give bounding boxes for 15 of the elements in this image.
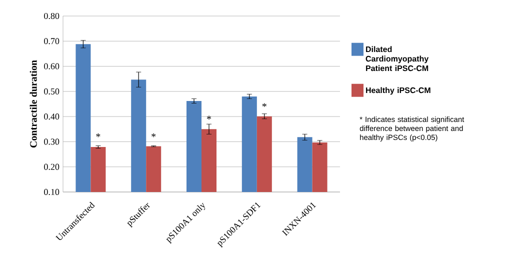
y-tick-label: 0.60 — [44, 63, 60, 70]
y-axis-title: Contractile duration — [30, 60, 37, 148]
annotation: * — [96, 133, 100, 138]
legend-label: Healthy iPSC-CM — [366, 87, 430, 95]
y-tick-label: 0.50 — [44, 88, 60, 94]
y-tick-label: 0.80 — [44, 12, 60, 20]
annotation: * — [262, 103, 266, 107]
y-tick-label: 0.20 — [44, 164, 60, 170]
annotation: * — [206, 116, 212, 120]
y-tick-label: 0.40 — [44, 114, 60, 120]
y-tick-label: 0.70 — [44, 38, 60, 44]
y-tick-label: 0.30 — [44, 138, 60, 145]
legend-label: Dilated Cardiomyopathy Patient iPSC-CM — [366, 46, 429, 72]
annotation: * — [152, 133, 156, 138]
y-tick-label: 0.10 — [44, 188, 60, 196]
